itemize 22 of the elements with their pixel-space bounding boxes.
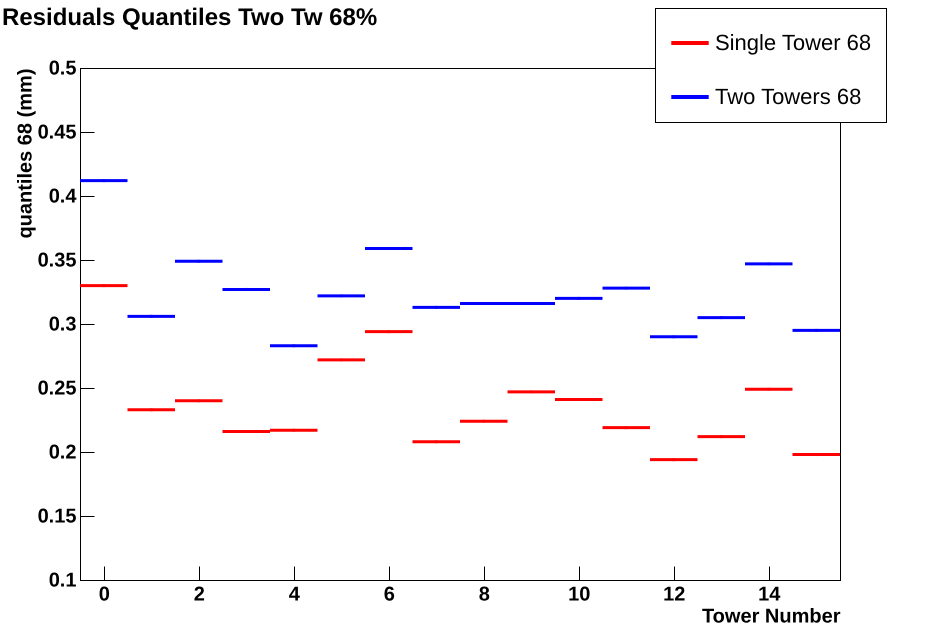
y-tick-label: 0.25	[38, 378, 76, 400]
y-tick-label: 0.15	[38, 506, 76, 528]
y-tick-label: 0.4	[48, 186, 78, 208]
x-tick-label: 2	[194, 584, 205, 606]
y-tick-label: 0.35	[38, 250, 76, 272]
y-tick-label: 0.5	[48, 58, 76, 80]
y-tick-label: 0.45	[38, 122, 76, 144]
legend-label: Single Tower 68	[715, 30, 872, 55]
x-tick-label: 8	[478, 584, 490, 606]
y-tick-label: 0.2	[48, 442, 76, 464]
x-axis-title: Tower Number	[702, 606, 841, 628]
x-tick-label: 14	[758, 584, 782, 606]
x-tick-label: 4	[288, 584, 301, 606]
y-tick-label: 0.3	[48, 314, 76, 336]
x-tick-label: 12	[663, 584, 686, 606]
legend-label: Two Towers 68	[715, 84, 862, 109]
x-tick-label: 0	[98, 584, 110, 606]
y-tick-label: 0.1	[48, 570, 76, 592]
x-tick-label: 6	[384, 584, 395, 606]
x-tick-label: 10	[568, 584, 590, 606]
chart-title: Residuals Quantiles Two Tw 68%	[2, 4, 378, 32]
y-axis-title: quantiles 68 (mm)	[14, 68, 37, 239]
